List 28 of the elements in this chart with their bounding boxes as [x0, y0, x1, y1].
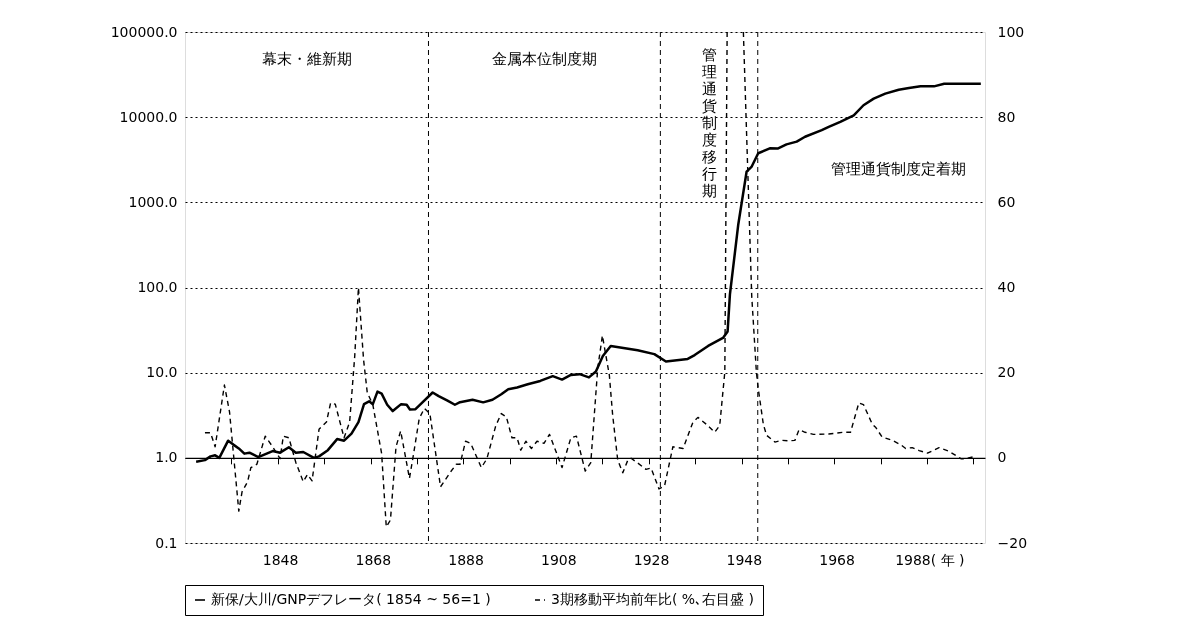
x-tick-label: 1888: [448, 551, 484, 568]
x-tick-label: 1948: [726, 551, 763, 568]
y-tick-label: 100.0: [137, 279, 178, 295]
x-tick-label: 1988( 年 ): [895, 551, 965, 568]
y-tick-label: 1000.0: [128, 193, 178, 210]
legend-label: 3期移動平均前年比( %､右目盛 ): [551, 591, 755, 607]
x-tick-label: 1848: [262, 551, 299, 568]
annotation: 金属本位制度期: [491, 50, 597, 68]
annotation: 管理通貨制度定着期: [831, 160, 967, 178]
y2-tick-label: 80: [997, 108, 1016, 125]
y2-tick-label: 100: [997, 23, 1025, 40]
x-tick-label: 1928: [633, 551, 670, 568]
y-tick-label: 10000.0: [119, 108, 178, 125]
y2-tick-label: −20: [997, 534, 1028, 551]
y-tick-label: 10.0: [146, 364, 178, 381]
y-tick-label: 100000.0: [110, 23, 178, 40]
y2-tick-label: 0: [997, 449, 1007, 466]
x-tick-label: 1968: [819, 551, 855, 568]
text: 管理通貨制度移行期: [701, 46, 717, 200]
legend-label: 新保/大川/GNPデフレータ( 1854 ~ 56=1 ): [211, 591, 491, 607]
x-tick-label: 1868: [355, 551, 392, 568]
y2-tick-label: 60: [997, 193, 1016, 210]
annotation: 幕末・維新期: [261, 50, 352, 68]
y-tick-label: 1.0: [155, 449, 178, 466]
x-tick-label: 1908: [541, 551, 577, 568]
y2-tick-label: 40: [997, 279, 1016, 295]
y2-tick-label: 20: [997, 364, 1016, 381]
y-tick-label: 0.1: [155, 534, 178, 551]
